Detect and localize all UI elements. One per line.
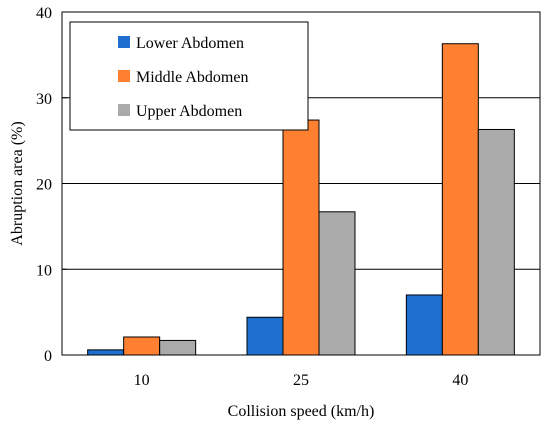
y-axis-label: Abruption area (%) bbox=[9, 121, 26, 245]
legend: Lower Abdomen Middle Abdomen Upper Abdomen bbox=[69, 21, 309, 131]
bars bbox=[87, 43, 515, 356]
y-axis-ticks: 0 10 20 30 40 bbox=[36, 5, 67, 365]
y-tick-label: 40 bbox=[36, 5, 52, 22]
bar bbox=[123, 336, 161, 356]
y-tick-label: 30 bbox=[36, 91, 52, 108]
x-tick-label: 10 bbox=[134, 372, 150, 389]
legend-label: Upper Abdomen bbox=[136, 103, 242, 120]
legend-swatch bbox=[118, 70, 130, 82]
y-tick-label: 0 bbox=[44, 348, 52, 365]
x-axis-label: Collision speed (km/h) bbox=[228, 403, 375, 420]
y-tick-label: 20 bbox=[36, 177, 52, 194]
bar bbox=[87, 349, 125, 356]
bar bbox=[246, 316, 284, 356]
bar bbox=[477, 128, 515, 356]
bar bbox=[282, 119, 320, 356]
x-tick-label: 40 bbox=[452, 372, 468, 389]
legend-swatch bbox=[118, 36, 130, 48]
legend-label: Lower Abdomen bbox=[136, 35, 244, 52]
bar bbox=[441, 43, 479, 356]
x-axis-ticks: 10 25 40 bbox=[134, 372, 469, 389]
bar bbox=[318, 211, 356, 356]
legend-box bbox=[69, 21, 309, 131]
bar bbox=[159, 339, 197, 356]
x-tick-label: 25 bbox=[293, 372, 309, 389]
legend-label: Middle Abdomen bbox=[136, 69, 248, 86]
legend-swatch bbox=[118, 104, 130, 116]
bar bbox=[405, 294, 443, 356]
y-tick-label: 10 bbox=[36, 262, 52, 279]
